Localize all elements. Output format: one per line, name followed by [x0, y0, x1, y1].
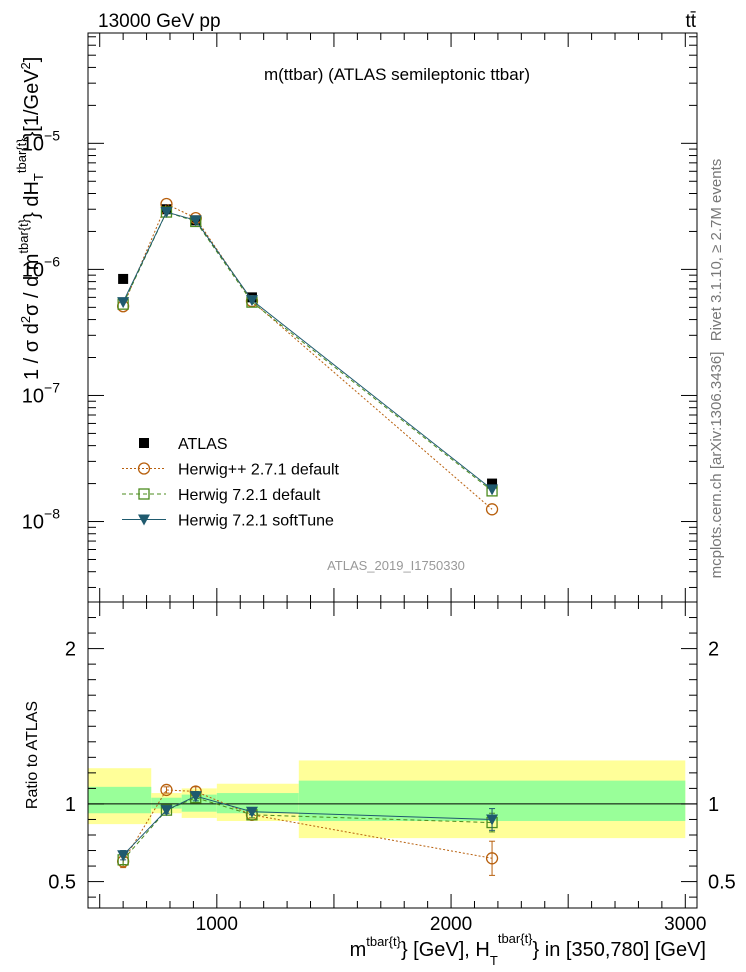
main-series	[116, 197, 499, 516]
x-tick-label: 2000	[430, 914, 472, 935]
data-point	[118, 273, 129, 284]
data-point	[160, 207, 173, 219]
legend-marker	[138, 514, 150, 526]
ratio-band-green	[216, 793, 299, 814]
ratio-y-axis-label: Ratio to ATLAS	[24, 701, 41, 809]
x-axis-label: mtbar{t}} [GeV], HTtbar{t}} in [350,780]…	[350, 931, 706, 968]
ratio-point	[160, 805, 173, 817]
x-tick-label: 3000	[664, 914, 706, 935]
rivet-version-label: Rivet 3.1.10, ≥ 2.7M events	[708, 159, 725, 342]
mcplots-label: mcplots.cern.ch [arXiv:1306.3436]	[708, 352, 725, 579]
ratio-point	[189, 791, 202, 803]
legend-marker	[137, 462, 151, 475]
ratio-point	[160, 783, 173, 797]
process-label: tt̄	[685, 11, 696, 32]
data-point	[485, 503, 499, 516]
y-tick-label: 10−5	[22, 127, 60, 155]
ratio-y-tick-label-right: 2	[708, 639, 719, 661]
energy-label: 13000 GeV pp	[98, 11, 221, 32]
ratio-series-line	[122, 797, 493, 861]
ratio-y-tick-label-right: 0.5	[708, 872, 736, 894]
ratio-y-tick-label: 0.5	[48, 872, 76, 894]
legend-marker	[138, 488, 150, 500]
legend-label: Herwig 7.2.1 default	[178, 487, 321, 504]
data-point	[245, 295, 258, 307]
data-point	[487, 478, 498, 489]
legend-label: Herwig 7.2.1 softTune	[178, 513, 334, 530]
ratio-point	[485, 852, 499, 865]
data-point	[486, 484, 499, 496]
y-tick-label: 10−8	[22, 506, 60, 534]
legend-label: ATLAS	[178, 436, 228, 453]
ratio-panel-frame	[87, 601, 698, 909]
ratio-point	[245, 806, 258, 818]
ratio-point	[117, 850, 130, 862]
legend-label: Herwig++ 2.7.1 default	[178, 462, 340, 479]
axis-ticks	[88, 33, 697, 908]
chart-title: m(ttbar) (ATLAS semileptonic ttbar)	[264, 65, 530, 84]
series-line	[122, 203, 493, 510]
data-point	[117, 297, 130, 309]
y-axis-label: 1 / σ d2σ / d mtbar{t}} dHTtbar{t}}[1/Ge…	[14, 57, 46, 380]
ratio-y-tick-label: 2	[65, 639, 76, 661]
x-tick-label: 1000	[196, 914, 238, 935]
legend: ATLAS Herwig++ 2.7.1 default Herwig 7.2.1 …	[122, 436, 340, 530]
ratio-y-tick-label: 1	[65, 794, 76, 816]
ratio-band-green	[88, 786, 152, 814]
ratio-series	[116, 783, 499, 876]
data-point	[189, 215, 202, 227]
legend-marker	[139, 438, 149, 448]
y-tick-label: 10−7	[22, 379, 60, 407]
analysis-tag: ATLAS_2019_I1750330	[327, 558, 465, 573]
ratio-y-tick-label-right: 1	[708, 794, 719, 816]
ratio-band-green	[151, 797, 182, 809]
ratio-point	[486, 814, 499, 826]
tick-labels: 1000 2000 3000 10−8 10−7 10−6 10−5 0.5 0.5 1 1 2 2	[22, 127, 736, 935]
series-line	[122, 211, 493, 492]
y-tick-label: 10−6	[22, 253, 60, 281]
